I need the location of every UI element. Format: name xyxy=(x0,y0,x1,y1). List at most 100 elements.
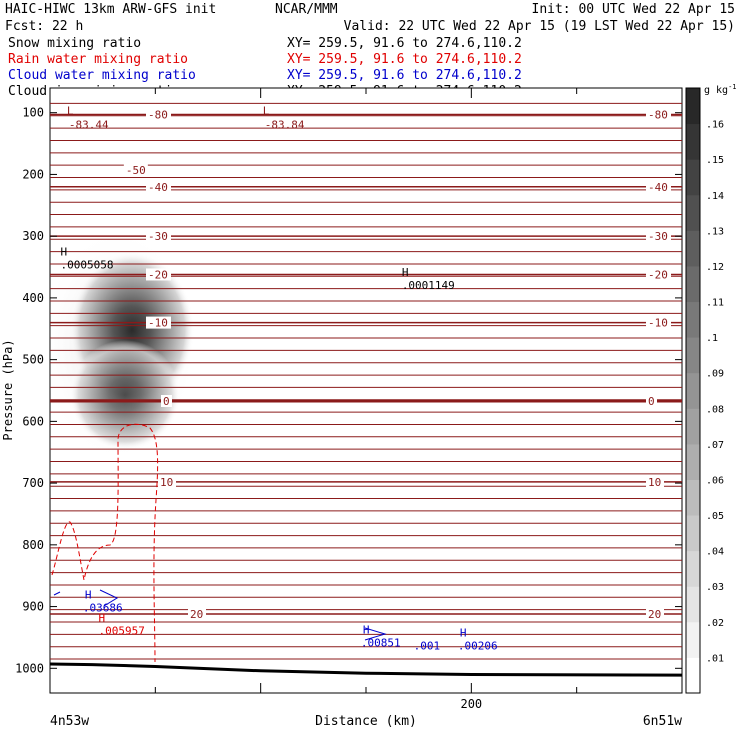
isotherm-line xyxy=(50,139,682,142)
colorbar-label: .11 xyxy=(706,298,724,309)
isotherm-label: -20 xyxy=(148,268,168,281)
y-tick-label: 800 xyxy=(22,538,44,552)
isotherm-line xyxy=(50,189,682,191)
model-title: HAIC-HIWC 13km ARW-GFS init xyxy=(5,2,216,17)
isotherm-line xyxy=(50,584,682,586)
isotherm-label: -40 xyxy=(148,181,168,194)
x-axis-label: Distance (km) xyxy=(315,714,417,729)
cloud-water-max-marker: H xyxy=(460,627,467,640)
isotherm-label: 10 xyxy=(160,476,173,489)
isotherm-line xyxy=(50,201,682,203)
isotherm-label-bg xyxy=(646,607,664,620)
cloud-water-max-marker: H xyxy=(85,588,92,601)
x-tick-label: 200 xyxy=(460,697,482,711)
isotherm-label-bg xyxy=(146,268,171,281)
isotherm-label-bg xyxy=(123,164,148,177)
y-tick-label: 1000 xyxy=(15,661,44,675)
isotherm-line xyxy=(50,226,682,228)
y-tick-label: 600 xyxy=(22,414,44,428)
isotherm-label: -10 xyxy=(148,317,168,330)
colorbar-step xyxy=(686,372,700,409)
cloud-water-max-value: .03686 xyxy=(83,601,123,614)
isotherm-line xyxy=(50,547,682,549)
isotherm-line xyxy=(50,460,682,463)
isotherm-line xyxy=(50,522,682,525)
cloud-water-max-value: .00851 xyxy=(361,636,401,649)
isotherm-line xyxy=(50,349,682,352)
snow-max-marker: H xyxy=(402,266,409,279)
rain-max-value: .005957 xyxy=(98,625,144,638)
isotherm-line xyxy=(50,374,682,376)
legend-field-name: Rain water mixing ratio xyxy=(8,52,188,67)
low-marker: L xyxy=(67,105,74,118)
isotherm-label-bg xyxy=(161,394,172,407)
isotherm-line xyxy=(50,411,682,413)
isotherm-line xyxy=(50,263,682,265)
low-marker: L xyxy=(263,105,270,118)
colorbar-step xyxy=(686,159,700,196)
cloud-water-max-value: .00206 xyxy=(458,640,498,653)
isotherm-line xyxy=(50,473,682,475)
isotherm-line xyxy=(50,534,682,537)
isotherm-line xyxy=(50,213,682,216)
cloud-water-contour xyxy=(53,589,387,641)
legend-field-xy: XY= 259.5, 91.6 to 274.6,110.2 xyxy=(287,52,522,67)
isotherm-label-bg xyxy=(146,180,171,193)
isotherm-label-bg xyxy=(646,180,671,193)
colorbar-step xyxy=(686,88,700,125)
rain-contour-path xyxy=(51,423,159,663)
isotherm-line xyxy=(50,287,682,290)
colorbar-step xyxy=(686,194,700,231)
colorbar-label: .03 xyxy=(706,582,724,593)
isotherm-line xyxy=(50,102,682,105)
isotherm-line xyxy=(50,621,682,623)
isotherm-label: 20 xyxy=(648,608,661,621)
isotherm-line xyxy=(50,510,682,512)
isotherm-label-bg xyxy=(146,316,171,329)
forecast-hour: Fcst: 22 h xyxy=(5,19,83,34)
cloud-water-max-marker: H xyxy=(363,623,370,636)
colorbar-step xyxy=(686,337,700,374)
colorbar-step xyxy=(686,479,700,516)
x-end-location: 6n51w xyxy=(643,714,682,729)
colorbar-step xyxy=(686,515,700,552)
colorbar-step xyxy=(686,443,700,480)
isotherm-label-bg xyxy=(646,268,671,281)
legend-field-xy: XY= 259.5, 91.6 to 274.6,110.2 xyxy=(287,36,522,51)
snow-max-marker: H xyxy=(61,246,68,259)
y-tick-label: 100 xyxy=(22,106,44,120)
colorbar-label: .06 xyxy=(706,475,724,486)
low-value: -83.44 xyxy=(69,119,109,132)
isotherm-line xyxy=(50,275,682,278)
isotherm-label: -10 xyxy=(648,317,668,330)
isotherm-label-bg xyxy=(646,108,671,121)
isotherm-line xyxy=(50,127,682,129)
snow-max-value: .0001149 xyxy=(402,279,455,292)
isotherm-line xyxy=(50,114,682,117)
isotherm-line xyxy=(50,559,682,562)
colorbar-step xyxy=(686,123,700,160)
isotherm-label: -20 xyxy=(648,268,668,281)
center-label: NCAR/MMM xyxy=(275,2,338,17)
colorbar-label: .04 xyxy=(706,547,724,558)
y-tick-label: 200 xyxy=(22,167,44,181)
colorbar-frame xyxy=(685,87,701,694)
colorbar-step xyxy=(686,657,700,694)
colorbar-label: .07 xyxy=(706,440,724,451)
colorbar-unit: g kg-1 xyxy=(704,83,737,96)
y-tick-label: 300 xyxy=(22,229,44,243)
isotherm-line xyxy=(50,164,682,166)
colorbar-step xyxy=(686,550,700,587)
temperature-isotherms xyxy=(50,102,682,660)
y-tick-label: 400 xyxy=(22,291,44,305)
colorbar-step xyxy=(686,265,700,303)
y-tick-label: 900 xyxy=(22,600,44,614)
isotherm-line xyxy=(50,238,682,241)
isotherm-line xyxy=(50,485,682,487)
colorbar-label: .05 xyxy=(706,511,724,522)
isotherm-line xyxy=(50,176,682,179)
isotherm-label-bg xyxy=(646,316,671,329)
isotherm-label: 0 xyxy=(163,395,170,408)
colorbar-label: .12 xyxy=(706,262,724,273)
